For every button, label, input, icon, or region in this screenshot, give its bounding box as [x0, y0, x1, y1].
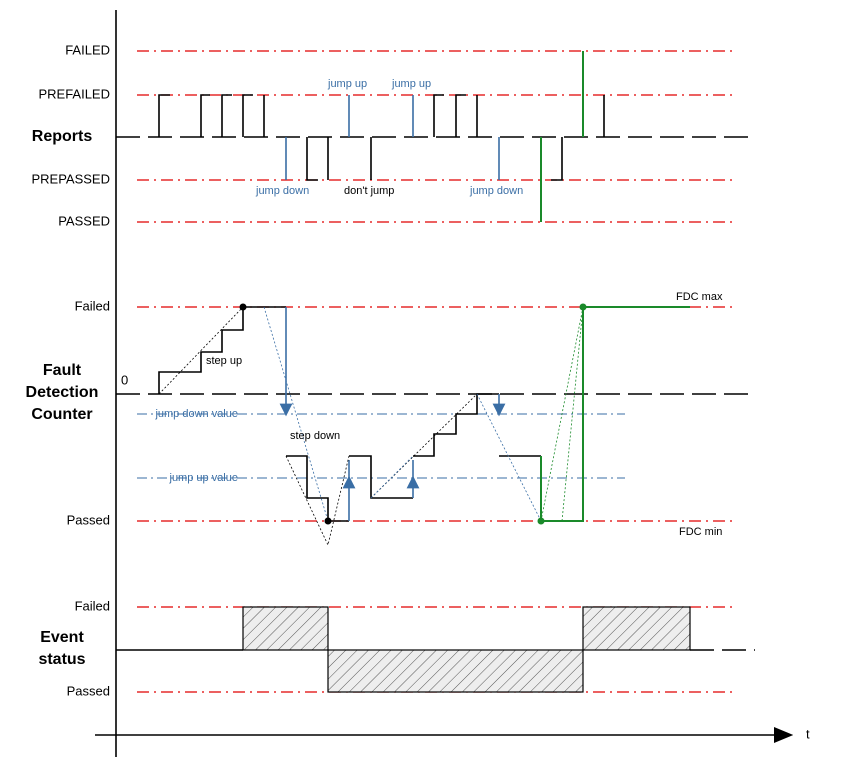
annotation: jump up [327, 78, 367, 90]
annotation: don't jump [344, 185, 394, 197]
annotation: jump up [391, 78, 431, 90]
annotation: step down [290, 430, 340, 442]
layout [95, 10, 794, 757]
level-label: FAILED [65, 42, 110, 57]
level-label: PREFAILED [38, 86, 110, 101]
section-title: Fault [43, 362, 82, 379]
level-label: Passed [67, 683, 110, 698]
level-label: PREPASSED [31, 171, 110, 186]
annotation: FDC max [676, 291, 723, 303]
section-title: status [38, 651, 85, 668]
section-title: Event [40, 629, 84, 646]
annotation: jump down [469, 185, 523, 197]
level-label: Failed [75, 598, 110, 613]
axis-label: t [806, 726, 810, 741]
annotation: jump up value [169, 472, 239, 484]
section-title: Detection [26, 384, 99, 401]
level-label: Failed [75, 298, 110, 313]
section-title: Counter [31, 406, 92, 423]
annotation: jump down [255, 185, 309, 197]
annotation: step up [206, 355, 242, 367]
level-label: Passed [67, 512, 110, 527]
annotation: jump down value [154, 408, 238, 420]
level-label: PASSED [58, 213, 110, 228]
section-title: Reports [32, 128, 93, 145]
annotation: FDC min [679, 526, 722, 538]
level-label: 0 [121, 372, 128, 387]
